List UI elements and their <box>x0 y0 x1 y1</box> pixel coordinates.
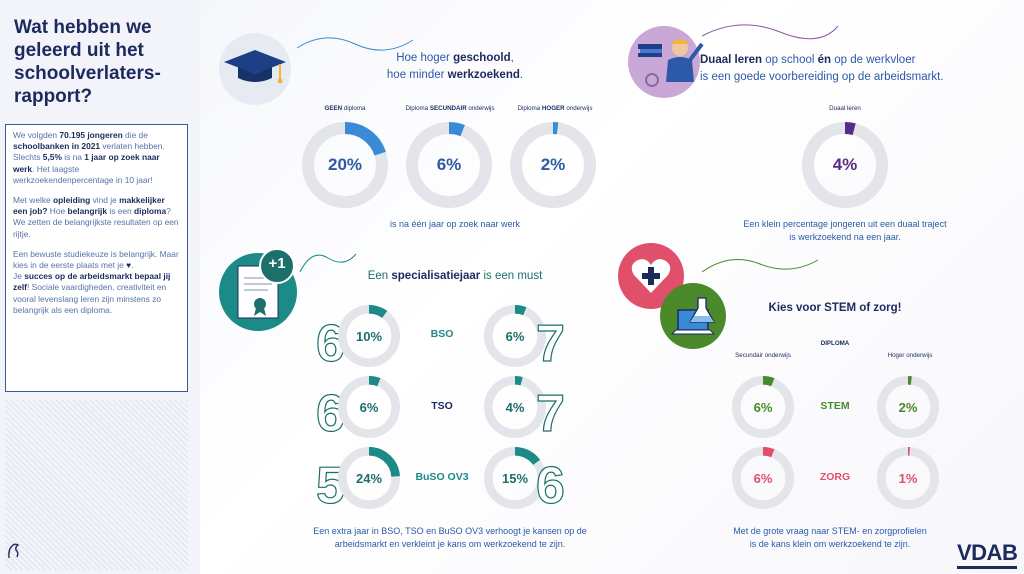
donut-arc <box>877 376 939 438</box>
hatch-pattern <box>5 400 188 570</box>
donut-arc <box>802 122 888 208</box>
donut-tso-after: 4% <box>484 376 546 438</box>
donut-ring <box>338 376 400 438</box>
donut-arc <box>510 122 596 208</box>
donut-bso-before: 10% <box>338 305 400 367</box>
section4-heading: Kies voor STEM of zorg! <box>768 302 902 314</box>
worker-student-icon <box>638 39 704 87</box>
donut-ring <box>877 447 939 509</box>
donut-track <box>732 447 794 509</box>
sidebar: Wat hebben we geleerd uit het schoolverl… <box>0 0 200 574</box>
donut-track <box>338 376 400 438</box>
section2-heading: Duaal leren op school én op de werkvloer… <box>700 54 944 83</box>
page-title: Wat hebben we geleerd uit het schoolverl… <box>14 17 161 107</box>
donut-arc <box>338 447 400 509</box>
year-after-bso: 7 <box>535 315 565 373</box>
decorative-line <box>299 253 357 273</box>
intro-paragraph-2: Met welke opleiding vind je makkelijker … <box>13 195 179 239</box>
decorative-line <box>701 24 839 40</box>
flemish-lion-icon <box>8 543 20 559</box>
donut-stem-secundair: 6% <box>732 376 794 438</box>
row-label-stem: STEM <box>820 400 850 412</box>
donut-arc <box>877 447 939 509</box>
donut-label-hoger: Diploma HOGER onderwijs <box>517 105 593 112</box>
heart-plus-icon <box>631 259 671 293</box>
year-after-tso: 7 <box>535 385 565 443</box>
donut-hoger: 2% <box>510 122 596 208</box>
donut-ring <box>732 376 794 438</box>
donut-ring <box>484 305 546 367</box>
donut-track <box>484 305 546 367</box>
donut-zorg-hoger: 1% <box>877 447 939 509</box>
donut-ring <box>510 122 596 208</box>
year-after-buso: 6 <box>535 457 565 515</box>
donut-secundair: 6% <box>406 122 492 208</box>
donut-arc <box>484 447 546 509</box>
intro-paragraph-1: We volgden 70.195 jongeren die de school… <box>13 130 165 185</box>
donut-label-geen: GEEN diploma <box>324 105 366 112</box>
donut-ring <box>802 122 888 208</box>
donut-arc <box>406 122 492 208</box>
donut-ring <box>484 376 546 438</box>
col-header-diploma: DIPLOMA <box>820 340 850 347</box>
donut-arc <box>302 122 388 208</box>
content-background <box>200 0 1024 574</box>
section1-caption: is na één jaar op zoek naar werk <box>389 219 521 229</box>
donut-ring <box>732 447 794 509</box>
donut-ring <box>338 305 400 367</box>
donut-geen-diploma: 20% <box>302 122 388 208</box>
donut-ring <box>338 447 400 509</box>
plus-one-badge <box>259 248 295 284</box>
col-header-hoger: Hoger onderwijs <box>887 352 933 359</box>
decorative-line <box>296 37 414 51</box>
row-label-bso: BSO <box>430 328 454 340</box>
donut-ring <box>877 376 939 438</box>
donut-ring <box>406 122 492 208</box>
donut-label-duaal: Duaal leren <box>829 105 861 112</box>
row-label-buso: BuSO OV3 <box>415 471 469 483</box>
donut-arc <box>338 305 400 367</box>
section4-caption: Met de grote vraag naar STEM- en zorgpro… <box>733 526 927 549</box>
donut-buso-after: 15% <box>484 447 546 509</box>
laptop-flask-icon <box>670 297 716 335</box>
donut-label-secundair: Diploma SECUNDAIR onderwijs <box>405 105 495 112</box>
section1-heading: Hoe hoger geschoold, hoe minder werkzoeke… <box>386 52 524 81</box>
donut-duaal-leren: 4% <box>802 122 888 208</box>
donut-stem-hoger: 2% <box>877 376 939 438</box>
section3-caption: Een extra jaar in BSO, TSO en BuSO OV3 v… <box>313 526 587 549</box>
intro-paragraph-3: Een bewuste studiekeuze is belangrijk. M… <box>13 248 179 315</box>
donut-buso-before: 24% <box>338 447 400 509</box>
donut-ring <box>484 447 546 509</box>
section2-caption: Een klein percentage jongeren uit een du… <box>743 219 947 242</box>
decorative-line <box>701 259 819 273</box>
vdab-logo: VDAB <box>957 540 1018 569</box>
donut-bso-after: 6% <box>484 305 546 367</box>
heart-icon: ♥ <box>126 260 132 271</box>
donut-zorg-secundair: 6% <box>732 447 794 509</box>
donut-arc <box>484 376 546 438</box>
col-header-secundair: Secundair onderwijs <box>735 352 791 359</box>
row-label-zorg: ZORG <box>819 471 851 483</box>
graduation-cap-icon <box>224 50 286 84</box>
row-label-tso: TSO <box>431 400 453 412</box>
plus-one-text: +1 <box>268 255 286 272</box>
donut-track <box>732 376 794 438</box>
section3-heading: Een specialisatiejaar is een must <box>367 270 543 282</box>
donut-ring <box>302 122 388 208</box>
intro-box: We volgden 70.195 jongeren die de school… <box>5 124 188 392</box>
donut-tso-before: 6% <box>338 376 400 438</box>
